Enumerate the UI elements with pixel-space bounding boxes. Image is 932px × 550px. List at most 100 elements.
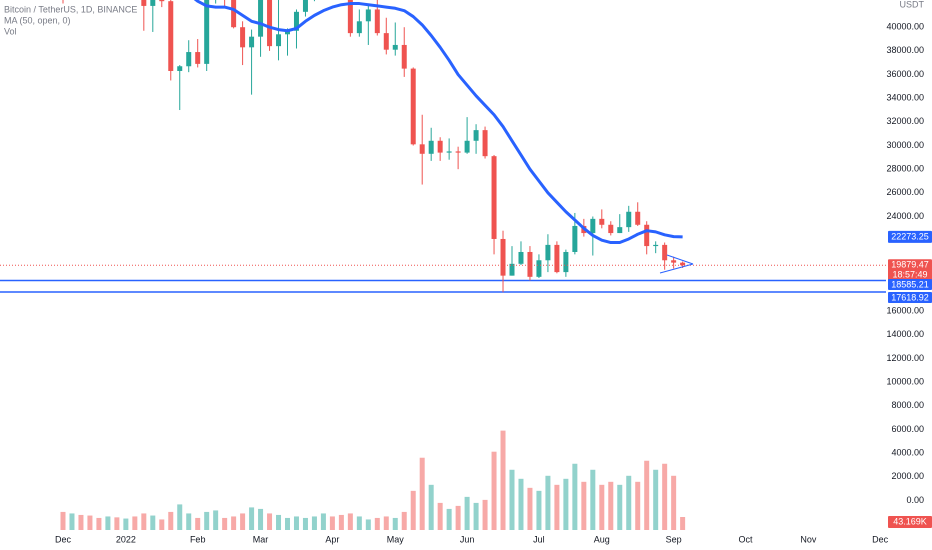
x-tick-label: Jun bbox=[460, 534, 475, 544]
volume-bar bbox=[267, 513, 273, 530]
x-tick-label: Nov bbox=[800, 534, 817, 544]
candle-body bbox=[491, 156, 497, 239]
legend-symbol: Bitcoin / TetherUS, 1D, BINANCE bbox=[4, 4, 137, 14]
candle-body bbox=[680, 262, 686, 266]
candle-body bbox=[401, 44, 407, 69]
volume-bar bbox=[500, 430, 506, 530]
candle-body bbox=[302, 0, 308, 12]
candle-body bbox=[509, 263, 515, 276]
y-tick-label: 26000.00 bbox=[886, 187, 924, 197]
x-tick-label: Sep bbox=[666, 534, 682, 544]
candle-body bbox=[590, 218, 596, 234]
volume-bar bbox=[518, 478, 524, 530]
volume-bar bbox=[150, 515, 156, 530]
candle-body bbox=[276, 34, 282, 47]
candle-body bbox=[186, 52, 192, 67]
y-tick-label: 14000.00 bbox=[886, 329, 924, 339]
candle-body bbox=[455, 151, 461, 153]
ma-price-label: 22273.25 bbox=[891, 231, 929, 241]
y-tick-label: 6000.00 bbox=[891, 424, 924, 434]
price-layer bbox=[0, 0, 886, 293]
candle-body bbox=[177, 66, 183, 71]
y-tick-label: 40000.00 bbox=[886, 22, 924, 32]
x-tick-label: Dec bbox=[872, 534, 889, 544]
volume-bar bbox=[276, 514, 282, 530]
volume-bar bbox=[258, 508, 264, 530]
x-tick-label: Apr bbox=[325, 534, 339, 544]
candle-body bbox=[464, 140, 470, 153]
volume-bar bbox=[482, 499, 488, 530]
volume-bar bbox=[338, 514, 344, 530]
candle-body bbox=[626, 211, 632, 228]
volume-bar bbox=[213, 510, 219, 530]
candle-body bbox=[644, 224, 650, 247]
drawn-trendline bbox=[659, 263, 694, 274]
ma-line bbox=[193, 0, 683, 245]
y-tick-label: 2000.00 bbox=[891, 471, 924, 481]
volume-bar bbox=[320, 513, 326, 530]
last-price-label-box bbox=[888, 259, 932, 282]
volume-bar bbox=[141, 513, 147, 530]
volume-bar bbox=[96, 517, 102, 530]
volume-bar bbox=[60, 511, 66, 530]
time-axis: Dec 2022 Feb Mar Apr May Jun Jul Aug Sep Oct Nov Dec bbox=[55, 534, 889, 544]
y-tick-label: 0.00 bbox=[906, 495, 924, 505]
triangle-drawing bbox=[659, 254, 694, 274]
volume-bar bbox=[635, 481, 641, 530]
candle-body bbox=[365, 9, 371, 22]
volume-bar bbox=[437, 502, 443, 530]
y-tick-label: 32000.00 bbox=[886, 116, 924, 126]
volume-bar bbox=[428, 484, 434, 530]
hline-price-label-box bbox=[888, 279, 932, 291]
volume-bar bbox=[617, 484, 623, 530]
volume-bar bbox=[419, 457, 425, 530]
volume-bar bbox=[527, 487, 533, 530]
candle-body bbox=[419, 144, 425, 154]
volume-bar bbox=[302, 517, 308, 530]
volume-bar bbox=[401, 511, 407, 530]
volume-bar bbox=[374, 517, 380, 530]
candle-body bbox=[428, 140, 434, 154]
volume-bar bbox=[177, 504, 183, 530]
volume-bar bbox=[222, 517, 228, 530]
candle-body bbox=[662, 244, 668, 261]
candle-body bbox=[500, 238, 506, 276]
x-tick-label: May bbox=[387, 534, 405, 544]
hline-price-label: 18585.21 bbox=[891, 279, 929, 289]
volume-bar bbox=[509, 469, 515, 530]
drawn-trendline bbox=[666, 254, 694, 265]
volume-bar bbox=[590, 469, 596, 530]
volume-bar bbox=[455, 505, 461, 530]
volume-bar bbox=[249, 507, 255, 530]
volume-bar bbox=[563, 478, 569, 530]
volume-bar bbox=[554, 484, 560, 530]
candle-body bbox=[563, 251, 569, 273]
volume-bar bbox=[680, 517, 686, 530]
y-tick-label: 16000.00 bbox=[886, 306, 924, 316]
volume-bar bbox=[626, 475, 632, 530]
candle-body bbox=[285, 30, 290, 35]
volume-bar bbox=[662, 463, 668, 530]
volume-bar bbox=[114, 517, 120, 530]
candle-body bbox=[482, 130, 488, 157]
candle-body bbox=[437, 140, 443, 153]
volume-bar bbox=[491, 451, 497, 530]
candle-body bbox=[545, 244, 551, 261]
hline-price-label-box bbox=[888, 291, 932, 303]
volume-bar bbox=[329, 516, 335, 530]
candle-body bbox=[293, 11, 299, 31]
candle-body bbox=[518, 251, 524, 264]
volume-bar bbox=[392, 517, 398, 530]
price-axis: 40000.00 38000.00 36000.00 34000.00 32000.00… bbox=[886, 22, 924, 505]
y-tick-label: 8000.00 bbox=[891, 400, 924, 410]
candle-body bbox=[374, 9, 380, 34]
volume-bar bbox=[572, 463, 578, 530]
candle-body bbox=[671, 260, 677, 263]
volume-bar bbox=[347, 513, 353, 530]
candle-body bbox=[635, 211, 641, 225]
volume-bar bbox=[168, 511, 174, 530]
candle-body bbox=[536, 260, 542, 277]
candle-body bbox=[446, 151, 452, 153]
